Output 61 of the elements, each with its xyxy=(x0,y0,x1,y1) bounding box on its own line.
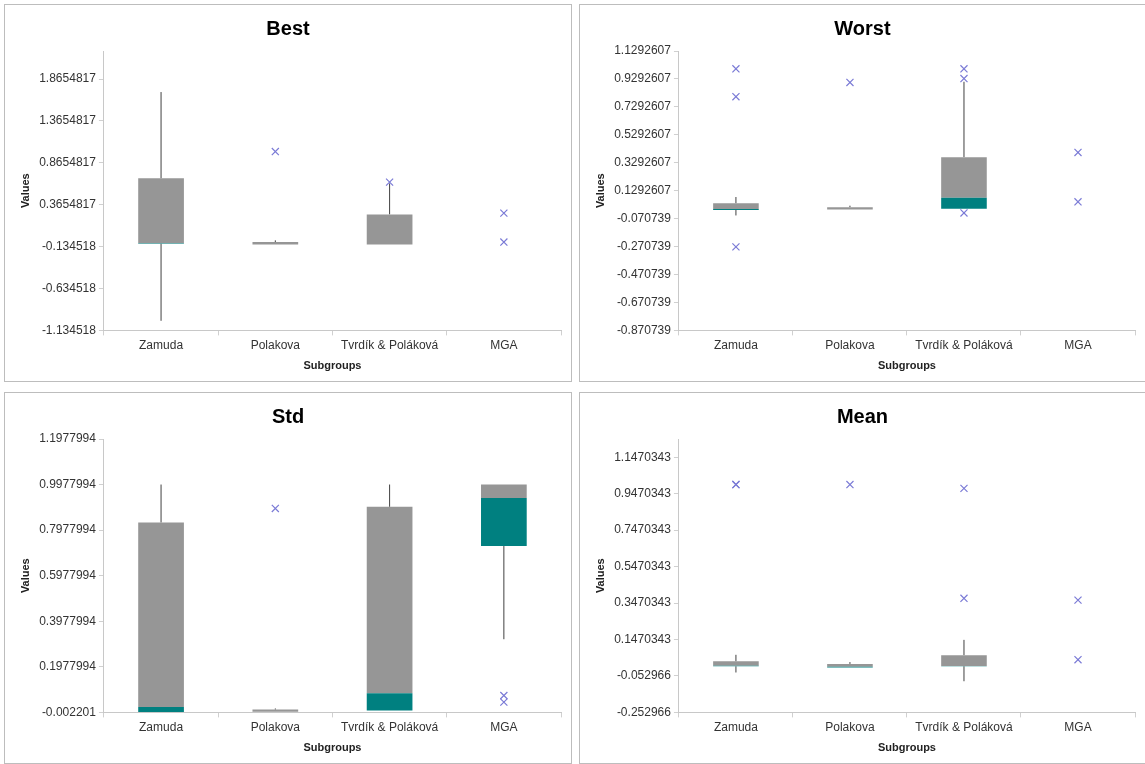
y-tick-label: 0.3654817 xyxy=(39,197,97,212)
x-axis-title: Subgroups xyxy=(303,741,362,754)
x-tick-label: Tvrdík & Poláková xyxy=(915,337,1013,352)
x-tick-label: Polakova xyxy=(250,337,301,352)
y-tick-label: 0.9470343 xyxy=(614,485,672,500)
x-tick-label: Tvrdík & Poláková xyxy=(340,337,439,352)
chart-title: Best xyxy=(266,16,311,39)
y-axis-title: Values xyxy=(593,173,606,209)
y-tick-label: 1.1470343 xyxy=(614,449,672,464)
y-tick-label: 0.9292607 xyxy=(614,71,672,86)
x-axis-title: Subgroups xyxy=(877,359,936,372)
x-tick-label: MGA xyxy=(1064,337,1092,352)
y-tick-label: 0.1292607 xyxy=(614,183,672,198)
y-tick-label: -0.270739 xyxy=(616,238,672,253)
y-tick-label: -0.634518 xyxy=(41,280,97,295)
x-tick-label: Polakova xyxy=(825,719,875,734)
y-axis-title: Values xyxy=(593,558,606,594)
y-tick-label: 0.7292607 xyxy=(614,99,672,114)
y-tick-label: -0.134518 xyxy=(41,238,97,253)
y-tick-label: 0.7470343 xyxy=(614,522,672,537)
x-tick-label: Zamuda xyxy=(713,719,759,734)
chart-title: Mean xyxy=(836,404,889,427)
x-tick-label: MGA xyxy=(490,337,518,352)
y-tick-label: -0.052966 xyxy=(616,668,672,683)
y-tick-label: 0.9977994 xyxy=(39,476,97,491)
y-tick-label: 1.1292607 xyxy=(614,43,672,58)
y-tick-label: 0.5292607 xyxy=(614,127,672,142)
x-axis-title: Subgroups xyxy=(877,741,936,754)
y-tick-label: 0.3977994 xyxy=(39,613,97,628)
y-tick-label: -1.134518 xyxy=(41,322,97,337)
x-axis-title: Subgroups xyxy=(303,359,362,372)
y-tick-label: 0.1977994 xyxy=(39,659,97,674)
y-axis-title: Values xyxy=(18,173,31,209)
y-tick-label: 0.5977994 xyxy=(39,568,97,583)
y-tick-label: 1.3654817 xyxy=(39,113,97,128)
y-tick-label: 1.8654817 xyxy=(39,71,97,86)
x-tick-label: Zamuda xyxy=(139,719,184,734)
x-tick-label: Zamuda xyxy=(139,337,184,352)
x-tick-label: Polakova xyxy=(825,337,875,352)
y-tick-label: -0.002201 xyxy=(41,704,97,719)
y-tick-label: 0.8654817 xyxy=(39,155,97,170)
y-tick-label: 1.1977994 xyxy=(39,431,97,446)
y-tick-label: 0.7977994 xyxy=(39,522,97,537)
y-tick-label: 0.3470343 xyxy=(614,595,672,610)
x-tick-label: Zamuda xyxy=(713,337,759,352)
x-tick-label: Polakova xyxy=(250,719,301,734)
x-tick-label: MGA xyxy=(490,719,518,734)
x-tick-label: Tvrdík & Poláková xyxy=(340,719,439,734)
y-tick-label: 0.1470343 xyxy=(614,631,672,646)
chart-title: Worst xyxy=(834,16,891,39)
y-tick-label: -0.670739 xyxy=(616,294,672,309)
y-tick-label: 0.3292607 xyxy=(614,155,672,170)
y-tick-label: -0.470739 xyxy=(616,266,672,281)
y-tick-label: 0.5470343 xyxy=(614,558,672,573)
y-axis-title: Values xyxy=(18,558,31,594)
y-tick-label: -0.070739 xyxy=(616,210,672,225)
y-tick-label: -0.870739 xyxy=(616,322,672,337)
x-tick-label: Tvrdík & Poláková xyxy=(915,719,1013,734)
y-tick-label: -0.252966 xyxy=(616,704,672,719)
x-tick-label: MGA xyxy=(1064,719,1092,734)
chart-title: Std xyxy=(271,404,305,427)
